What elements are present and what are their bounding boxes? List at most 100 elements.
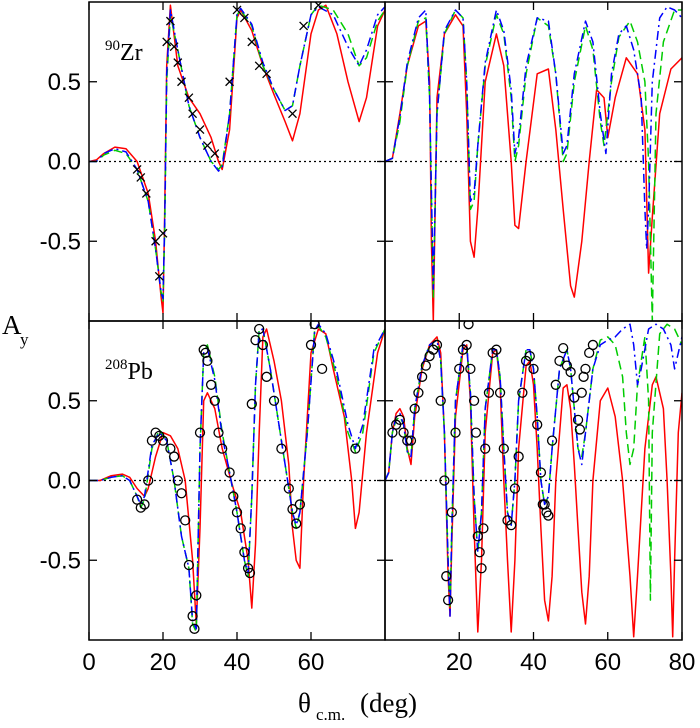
data-point-circle <box>506 520 517 531</box>
data-point-circle <box>576 387 587 398</box>
data-point-cross <box>288 109 297 119</box>
series-line-red-solid <box>385 14 682 321</box>
data-point-circle <box>405 435 417 446</box>
data-point-circle <box>435 395 446 406</box>
data-point-circle <box>431 339 443 351</box>
data-point-circle <box>420 360 431 371</box>
data-point-circle <box>461 339 472 351</box>
data-point-circle <box>157 435 169 446</box>
data-point-circle <box>439 475 450 486</box>
data-point-cross <box>188 109 198 119</box>
data-point-circle <box>454 363 465 375</box>
data-point-cross <box>141 188 151 198</box>
data-point-circle <box>168 451 180 462</box>
x-tick-label: 60 <box>594 649 621 676</box>
data-point-circle <box>569 392 580 403</box>
data-point-circle <box>517 387 528 398</box>
data-point-circle <box>250 334 261 346</box>
x-tick-label: 40 <box>520 649 547 676</box>
data-point-circle <box>465 363 476 375</box>
data-point-circle <box>546 435 558 446</box>
data-point-circle <box>244 567 256 579</box>
data-point-circle <box>394 414 406 426</box>
data-point-circle <box>524 350 535 362</box>
data-point-circle <box>532 419 543 430</box>
series-line-green-dashed <box>385 9 682 321</box>
data-point-circle <box>450 427 461 438</box>
data-point-circle <box>442 594 454 606</box>
data-point-circle <box>509 483 521 494</box>
data-point-cross <box>184 93 194 103</box>
data-point-cross <box>158 228 168 238</box>
x-axis-label-sub: c.m. <box>316 705 345 724</box>
data-point-circle <box>287 504 298 515</box>
data-point-circle <box>305 339 317 351</box>
data-point-circle <box>283 483 294 494</box>
data-point-circle <box>402 435 413 446</box>
data-point-circle <box>446 507 457 518</box>
data-point-circle <box>580 363 591 375</box>
x-tick-label: 60 <box>298 649 325 676</box>
data-point-circle <box>209 395 220 406</box>
data-point-cross <box>225 77 235 87</box>
data-point-circle <box>543 510 554 521</box>
series-line-red-solid <box>89 4 385 314</box>
data-point-circle <box>350 443 361 454</box>
y-tick-label: -0.5 <box>40 547 81 574</box>
nucleus-symbol: Pb <box>128 359 153 385</box>
panel-pb-left <box>89 321 385 634</box>
x-axis-label-unit: (deg) <box>360 688 417 718</box>
panel-frame-zr-right <box>384 1 683 322</box>
data-point-circle <box>416 371 428 382</box>
data-point-circle <box>135 502 146 513</box>
y-tick-label: 0.0 <box>48 149 81 176</box>
data-point-circle <box>474 547 485 558</box>
data-point-circle <box>483 387 495 398</box>
data-point-circle <box>200 347 211 359</box>
nucleus-label-zr-left: 90Zr <box>105 38 143 66</box>
data-point-circle <box>254 323 265 335</box>
y-tick-label: 0.5 <box>48 69 81 96</box>
data-point-cross <box>151 236 161 246</box>
data-point-circle <box>554 355 565 367</box>
data-point-circle <box>539 499 550 510</box>
data-point-cross <box>254 61 264 71</box>
data-point-circle <box>143 475 154 486</box>
data-point-circle <box>261 371 272 382</box>
x-tick-label: 80 <box>669 649 696 676</box>
data-point-circle <box>468 395 480 406</box>
data-point-circle <box>441 571 452 582</box>
data-point-circle <box>291 518 302 529</box>
data-point-cross <box>169 42 179 52</box>
data-point-circle <box>231 507 243 518</box>
data-point-circle <box>176 488 187 499</box>
data-point-circle <box>409 403 420 414</box>
data-point-circle <box>213 427 224 438</box>
data-point-circle <box>487 347 498 359</box>
panel-zr-right <box>385 6 682 321</box>
nucleus-mass-number: 208 <box>105 357 128 373</box>
data-point-cross <box>195 125 205 135</box>
data-point-circle <box>139 499 150 510</box>
data-point-circle <box>235 523 246 534</box>
data-point-circle <box>470 427 482 438</box>
x-axis-label: θ <box>298 688 311 718</box>
data-point-circle <box>276 443 287 454</box>
data-point-cross <box>162 37 172 47</box>
nucleus-label-pb-left: 208Pb <box>105 357 153 385</box>
data-point-circle <box>478 523 489 534</box>
series-line-blue-dash-dot <box>385 6 682 290</box>
series-line-red-solid <box>385 336 682 638</box>
data-point-circle <box>187 610 198 622</box>
data-point-cross <box>136 172 146 182</box>
data-point-circle <box>205 379 217 390</box>
data-point-circle <box>550 379 561 390</box>
data-point-cross <box>247 37 257 47</box>
data-point-circle <box>463 321 474 330</box>
data-point-cross <box>165 16 175 26</box>
data-point-cross <box>262 69 272 79</box>
data-point-circle <box>574 424 586 435</box>
data-point-circle <box>217 443 228 454</box>
data-point-circle <box>494 387 506 398</box>
